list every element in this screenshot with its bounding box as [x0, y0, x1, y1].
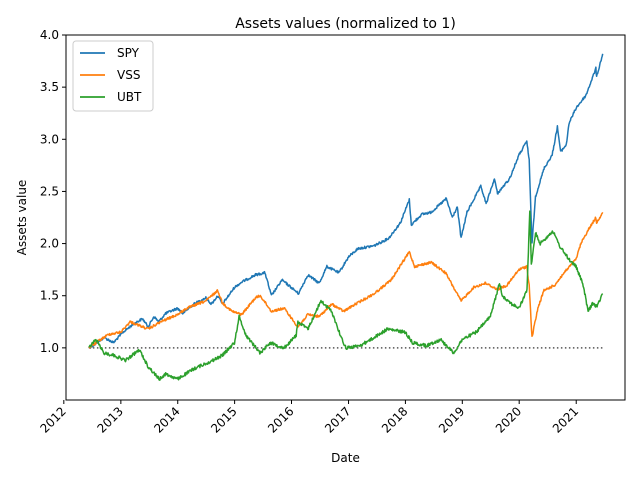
x-tick-label: 2014 [151, 404, 182, 435]
x-tick-label: 2015 [208, 404, 239, 435]
y-axis-label: Assets value [15, 180, 29, 256]
axes-frame [65, 34, 626, 401]
y-axis: 1.0 1.5 2.0 2.5 3.0 3.5 4.0 [40, 28, 66, 355]
x-axis-label: Date [331, 451, 360, 465]
y-tick-label: 1.5 [40, 289, 59, 303]
x-axis: 2012 2013 2014 2015 2016 2017 2018 2019 2020 2021 [37, 400, 581, 436]
y-tick-label: 4.0 [40, 28, 59, 42]
series-line-ubt [88, 210, 604, 381]
x-tick-label: 2020 [493, 404, 524, 435]
legend-label-spy: SPY [117, 46, 140, 60]
legend-box [72, 40, 154, 112]
chart-title: Assets values (normalized to 1) [235, 16, 456, 32]
series-line-vss [88, 211, 604, 349]
x-tick-label: 2019 [436, 404, 467, 435]
legend-label-ubt: UBT [117, 90, 142, 104]
y-tick-label: 3.0 [40, 132, 59, 146]
y-tick-label: 1.0 [40, 341, 59, 355]
legend: SPY VSS UBT [72, 40, 154, 112]
series-line-spy [88, 53, 604, 349]
legend-label-vss: VSS [117, 68, 140, 82]
x-tick-label: 2016 [265, 404, 296, 435]
y-tick-label: 2.0 [40, 237, 59, 251]
plot-area [88, 53, 604, 381]
x-tick-label: 2018 [379, 404, 410, 435]
y-tick-label: 3.5 [40, 80, 59, 94]
x-tick-label: 2013 [95, 404, 126, 435]
y-tick-label: 2.5 [40, 184, 59, 198]
x-tick-label: 2017 [322, 404, 353, 435]
x-tick-label: 2012 [37, 404, 68, 435]
x-tick-label: 2021 [550, 404, 581, 435]
